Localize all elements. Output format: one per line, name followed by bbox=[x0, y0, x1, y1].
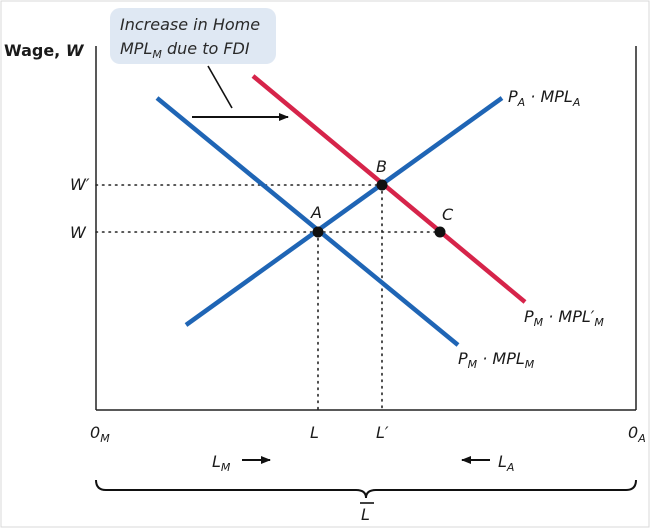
point-a-label: A bbox=[310, 203, 322, 222]
origin-left-label: 0M bbox=[90, 423, 110, 445]
point-b-marker bbox=[376, 179, 388, 191]
origin-right-label: 0A bbox=[628, 423, 646, 445]
tick-w: W bbox=[70, 223, 87, 242]
total-labor-brace bbox=[95, 479, 637, 499]
label-pm-mplm-prime: PM · MPL′M bbox=[524, 307, 604, 329]
label-lm: LM bbox=[212, 452, 231, 474]
point-b-label: B bbox=[376, 157, 387, 176]
y-axis-label: Wage, W bbox=[4, 41, 85, 60]
callout-line-2: MPLM due to FDI bbox=[120, 39, 250, 61]
label-pm-mplm: PM · MPLM bbox=[458, 349, 535, 371]
callout-line-1: Increase in Home bbox=[120, 15, 260, 34]
label-pa-mpla: PA · MPLA bbox=[508, 87, 580, 109]
curve-pm-mplm bbox=[155, 96, 460, 347]
tick-w-prime: W′ bbox=[70, 175, 90, 194]
curve-pa-mpla bbox=[184, 96, 504, 327]
label-total-labor: L bbox=[361, 505, 370, 524]
point-a-marker bbox=[312, 226, 324, 238]
label-la: LA bbox=[498, 452, 514, 474]
curve-pm-mplm-prime bbox=[251, 74, 527, 304]
callout-pointer bbox=[207, 65, 233, 109]
tick-l: L bbox=[310, 423, 319, 442]
callout-box bbox=[110, 8, 276, 64]
tick-l-prime: L′ bbox=[376, 423, 389, 442]
point-c-label: C bbox=[442, 205, 454, 224]
point-c-marker bbox=[434, 226, 446, 238]
